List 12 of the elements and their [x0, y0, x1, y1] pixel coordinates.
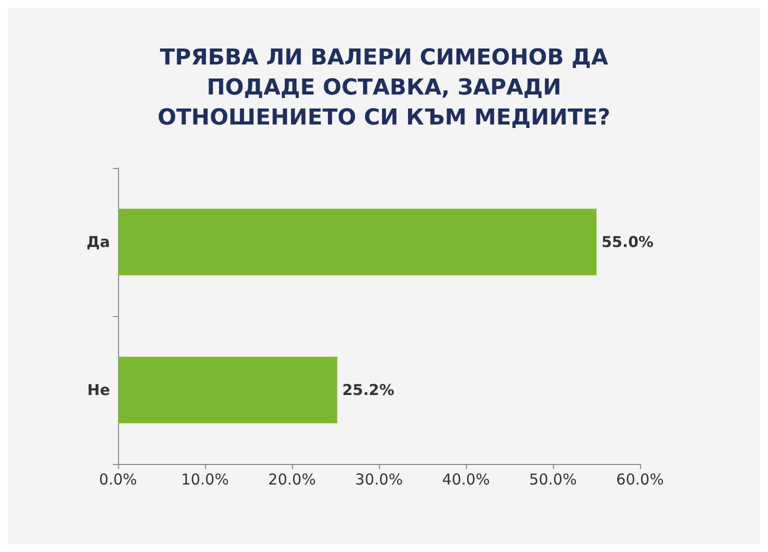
x-tick-label: 20.0% [268, 470, 316, 488]
x-tick-label: 0.0% [98, 470, 138, 488]
x-tick-label: 30.0% [355, 470, 403, 488]
y-tick-label: Не [87, 381, 110, 399]
x-tick-label: 50.0% [529, 470, 577, 488]
data-label: 55.0% [602, 233, 654, 251]
x-tick-label: 60.0% [616, 470, 664, 488]
chart-title: ТРЯБВА ЛИ ВАЛЕРИ СИМЕОНОВ ДА ПОДАДЕ ОСТАВКА, ЗАРАДИ ОТНОШЕНИЕТО СИ КЪМ МЕДИИТЕ? [158, 46, 610, 130]
x-tick-label: 40.0% [442, 470, 490, 488]
data-label: 25.2% [342, 381, 394, 399]
x-tick-label: 10.0% [181, 470, 229, 488]
y-tick-label: Да [86, 233, 110, 251]
